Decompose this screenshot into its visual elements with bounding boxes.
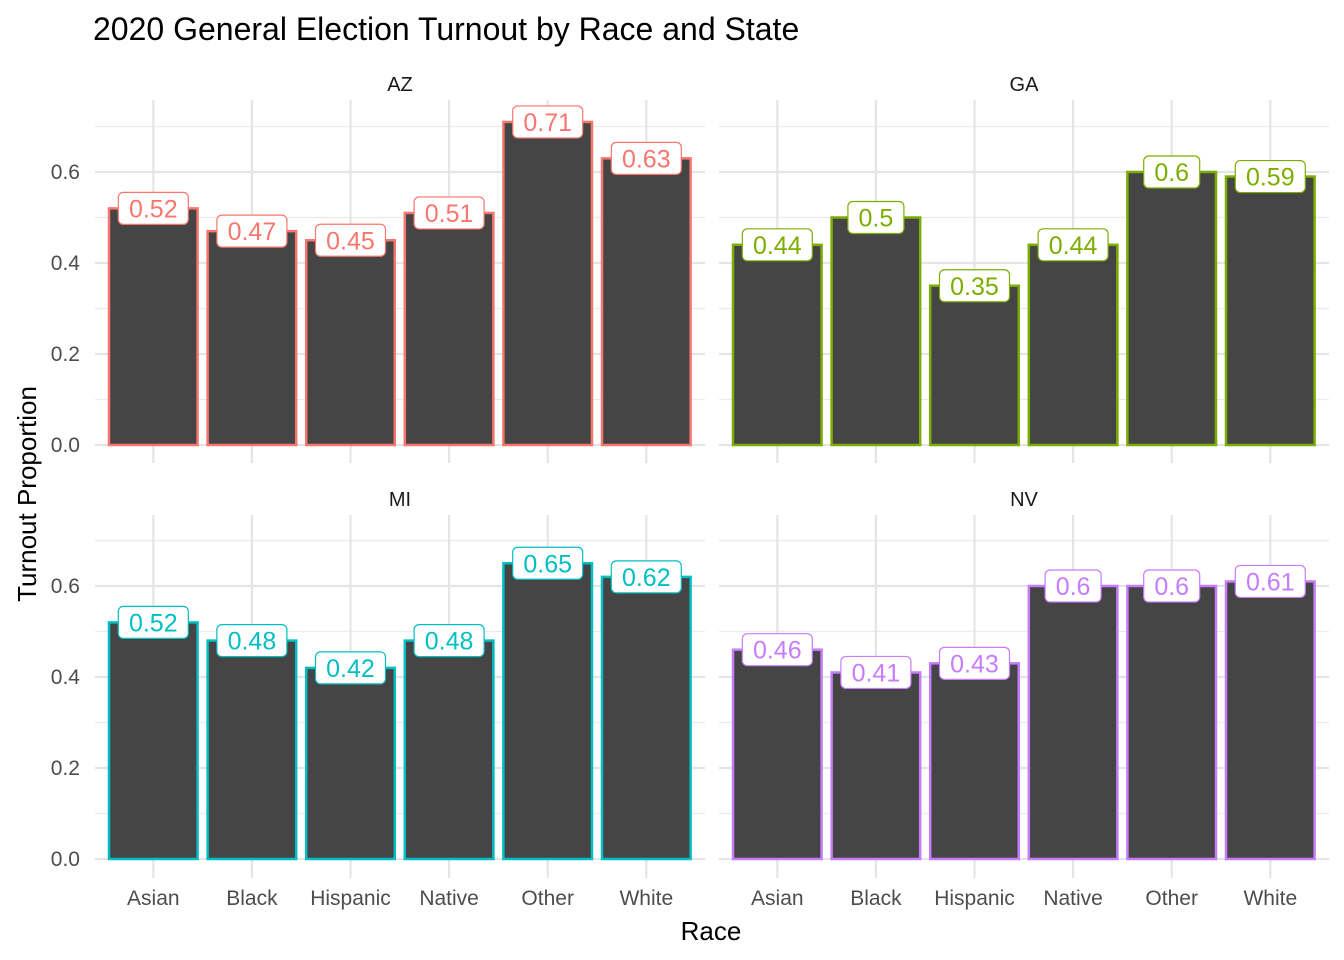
value-label: 0.48 [228,628,277,656]
value-label: 0.47 [228,218,277,246]
x-tick-label: White [1243,887,1297,910]
x-tick-label: Native [419,887,479,910]
bar [306,240,395,445]
x-tick-label: Native [1043,887,1103,910]
value-label: 0.52 [129,609,178,637]
value-label: 0.5 [859,205,894,233]
value-label: 0.6 [1154,573,1189,601]
y-tick-label: 0.6 [51,161,80,184]
bar [733,245,822,445]
bar [832,672,921,859]
x-tick-label: Hispanic [934,887,1015,910]
value-label: 0.52 [129,195,178,223]
value-label: 0.51 [425,200,474,228]
bar [930,286,1019,445]
bar [832,218,921,446]
bar [1127,172,1216,445]
value-label: 0.6 [1154,159,1189,187]
bar [109,622,198,859]
value-label: 0.71 [523,109,572,137]
y-tick-label: 0.2 [51,757,80,780]
bar [602,158,691,445]
value-label: 0.59 [1246,164,1295,192]
y-tick-label: 0.0 [51,848,80,871]
value-label: 0.48 [425,628,474,656]
value-label: 0.62 [622,564,671,592]
value-label: 0.6 [1056,573,1091,601]
x-tick-label: Asian [127,887,180,910]
y-tick-label: 0.2 [51,343,80,366]
bar [1226,177,1315,445]
x-tick-label: Other [1145,887,1198,910]
value-label: 0.61 [1246,568,1295,596]
bar [208,231,297,445]
y-tick-label: 0.4 [51,666,81,689]
x-tick-label: Other [521,887,574,910]
value-label: 0.35 [950,273,999,301]
value-label: 0.65 [523,550,572,578]
value-label: 0.63 [622,145,671,173]
bar [503,122,592,445]
bar [405,641,494,859]
value-label: 0.44 [1049,232,1098,260]
x-tick-label: Black [226,887,278,910]
value-label: 0.41 [852,659,901,687]
y-tick-label: 0.6 [51,575,80,598]
bar [306,668,395,859]
value-label: 0.43 [950,650,999,678]
chart-title: 2020 General Election Turnout by Race an… [93,11,799,47]
bar [503,563,592,859]
facet-az: AZ 0.0 0.2 0.4 0.6 0.52 0.47 0.45 0.51 0.71 0.63 [51,74,705,463]
x-axis-title: Race [681,916,742,946]
y-axis-title: Turnout Proportion [12,386,42,602]
facet-ga: GA 0.44 0.5 0.35 0.44 0.6 0.59 [719,74,1329,463]
facet-nv: NV Asian Black Hispanic Native Other White 0.46… [719,489,1329,910]
facet-label: NV [1010,489,1038,511]
facet-label: MI [389,489,411,511]
y-tick-label: 0.0 [51,434,80,457]
bar [602,577,691,859]
x-tick-label: Black [850,887,902,910]
bar [1226,581,1315,859]
bar [405,213,494,445]
bar [1029,586,1118,859]
x-tick-label: Hispanic [310,887,391,910]
bar [109,208,198,445]
facet-mi: MI 0.0 0.2 0.4 0.6 Asian Black Hispanic Native Ot… [51,489,705,910]
x-tick-label: White [619,887,673,910]
x-tick-label: Asian [751,887,804,910]
bar [733,650,822,859]
bar [208,641,297,859]
bar [1127,586,1216,859]
bar [1029,245,1118,445]
facet-label: AZ [387,74,413,96]
y-tick-label: 0.4 [51,252,81,275]
value-label: 0.46 [753,637,802,665]
facet-panels: AZ 0.0 0.2 0.4 0.6 0.52 0.47 0.45 0.51 0.71 0.63 GA… [51,74,1329,910]
facet-label: GA [1010,74,1040,96]
value-label: 0.44 [753,232,802,260]
value-label: 0.45 [326,227,375,255]
value-label: 0.42 [326,655,375,683]
bar [930,663,1019,859]
